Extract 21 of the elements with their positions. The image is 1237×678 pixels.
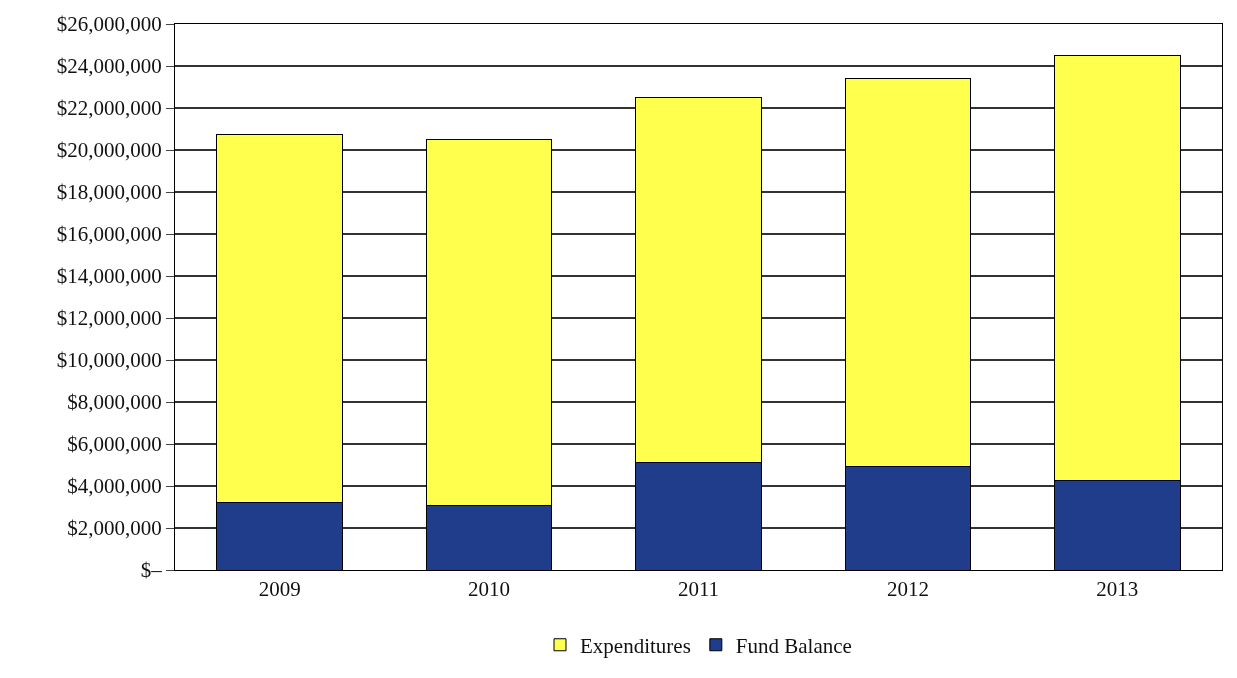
x-tick-label: 2011 bbox=[677, 577, 720, 602]
y-tick-label: $24,000,000 bbox=[56, 54, 162, 79]
y-tick-label: $18,000,000 bbox=[56, 180, 162, 205]
y-tick-label: $6,000,000 bbox=[67, 432, 162, 457]
y-tick-label: $– bbox=[140, 558, 163, 583]
legend-label: Expenditures bbox=[580, 633, 691, 658]
x-tick-label: 2009 bbox=[258, 577, 301, 602]
y-tick-label: $4,000,000 bbox=[67, 474, 162, 499]
y-tick-label: $26,000,000 bbox=[56, 12, 162, 37]
y-tick-label: $20,000,000 bbox=[56, 138, 162, 163]
y-tick-label: $8,000,000 bbox=[67, 390, 162, 415]
y-tick-label: $2,000,000 bbox=[67, 516, 162, 541]
y-tick-label: $22,000,000 bbox=[56, 96, 162, 121]
x-tick-label: 2012 bbox=[886, 577, 929, 602]
y-tick-label: $10,000,000 bbox=[56, 348, 162, 373]
legend-label: Fund Balance bbox=[735, 633, 852, 658]
x-tick-label: 2013 bbox=[1096, 577, 1139, 602]
x-tick-label: 2010 bbox=[468, 577, 511, 602]
y-tick-label: $12,000,000 bbox=[56, 306, 162, 331]
y-tick-label: $16,000,000 bbox=[56, 222, 162, 247]
y-tick-label: $14,000,000 bbox=[56, 264, 162, 289]
